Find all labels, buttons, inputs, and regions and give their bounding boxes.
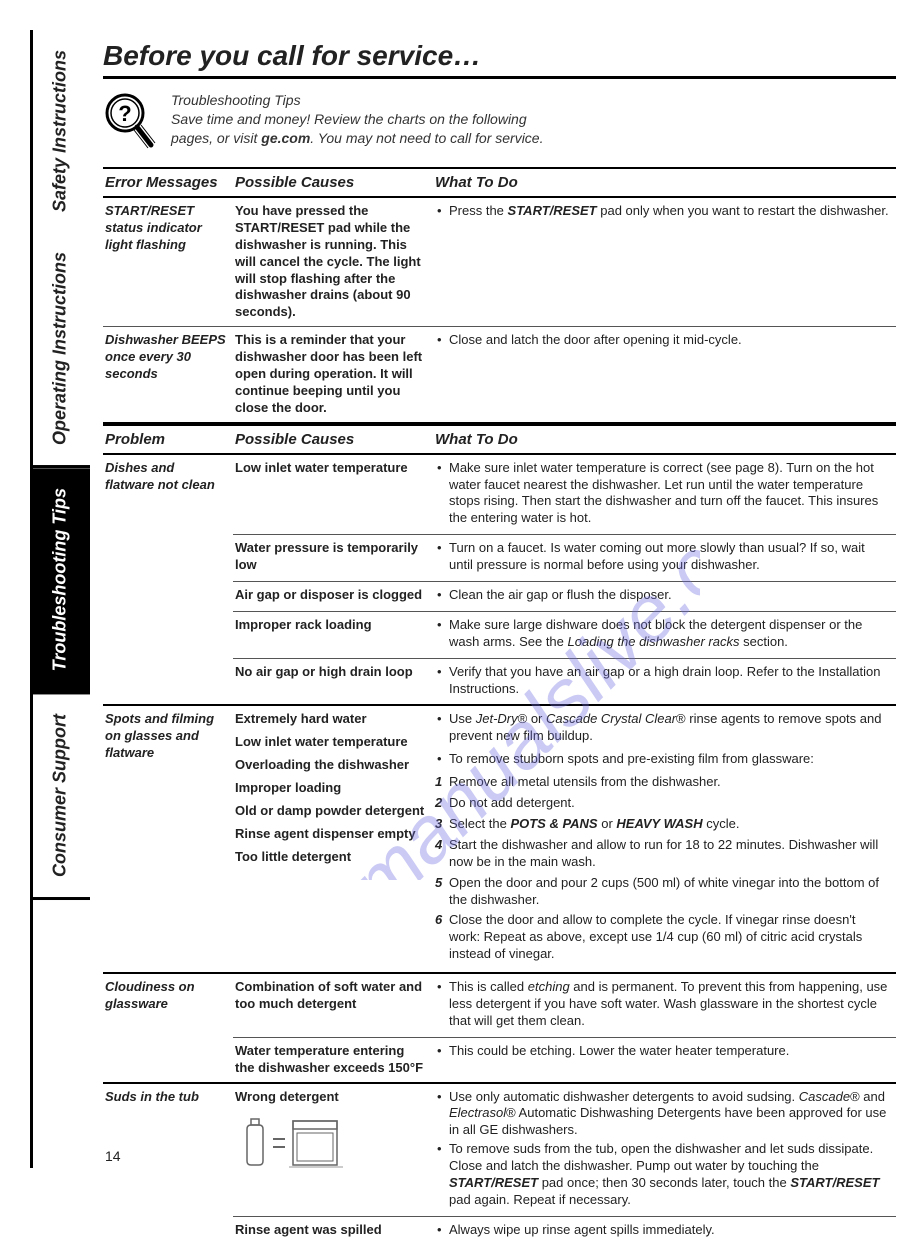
table-row: Dishes and flatware not clean Low inlet … — [103, 454, 896, 535]
page-number: 14 — [105, 1148, 121, 1164]
th-todo: What To Do — [433, 168, 896, 197]
side-tabs: Safety Instructions Operating Instructio… — [30, 30, 90, 1168]
th-cause2: Possible Causes — [233, 425, 433, 454]
table-row: Suds in the tub Wrong detergent — [103, 1083, 896, 1217]
tab-support[interactable]: Consumer Support — [30, 694, 90, 900]
intro-text: Troubleshooting Tips Save time and money… — [171, 91, 543, 148]
page-title: Before you call for service… — [103, 40, 896, 79]
page-frame: Safety Instructions Operating Instructio… — [30, 30, 906, 1168]
content-area: Before you call for service… ? Troublesh… — [103, 30, 906, 1246]
th-cause: Possible Causes — [233, 168, 433, 197]
table-row: Cloudiness on glassware Combination of s… — [103, 973, 896, 1037]
intro-line1: Save time and money! Review the charts o… — [171, 110, 543, 129]
intro-heading: Troubleshooting Tips — [171, 91, 543, 110]
intro-block: ? Troubleshooting Tips Save time and mon… — [103, 91, 896, 151]
error-messages-table: Error Messages Possible Causes What To D… — [103, 167, 896, 424]
table-row: Dishwasher BEEPS once every 30 seconds T… — [103, 327, 896, 423]
tab-operating[interactable]: Operating Instructions — [30, 232, 90, 468]
th-problem: Problem — [103, 425, 233, 454]
detergent-equals-dishwasher-icon — [235, 1111, 345, 1171]
question-magnifier-icon: ? — [103, 91, 157, 151]
table-row: Spots and filming on glasses and flatwar… — [103, 705, 896, 973]
th-todo2: What To Do — [433, 425, 896, 454]
th-error: Error Messages — [103, 168, 233, 197]
svg-text:?: ? — [118, 101, 131, 126]
tab-safety[interactable]: Safety Instructions — [30, 30, 90, 232]
intro-line2: pages, or visit ge.com. You may not need… — [171, 129, 543, 148]
tab-troubleshooting[interactable]: Troubleshooting Tips — [30, 468, 90, 694]
table-row: START/RESET status indicator light flash… — [103, 197, 896, 327]
problem-table: Problem Possible Causes What To Do Dishe… — [103, 424, 896, 1246]
